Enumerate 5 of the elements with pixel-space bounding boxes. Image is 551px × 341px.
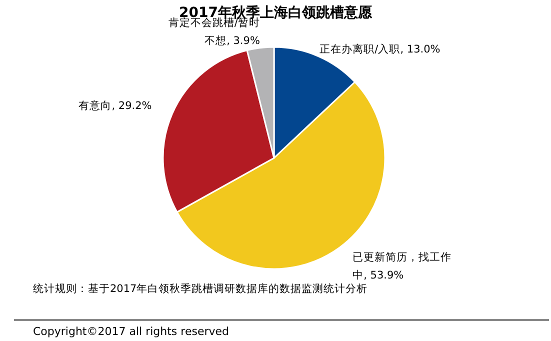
text: Copyright©2017 all rights reserved — [33, 325, 229, 338]
slice-label: 已更新简历，找工作中, 53.9% — [352, 250, 452, 282]
slice-label: 有意向, 29.2% — [78, 99, 152, 112]
text: 统计规则：基于2017年白领秋季跳槽调研数据库的数据监测统计分析 — [33, 282, 368, 295]
slice-label: 正在办离职/入职, 13.0% — [320, 42, 440, 56]
